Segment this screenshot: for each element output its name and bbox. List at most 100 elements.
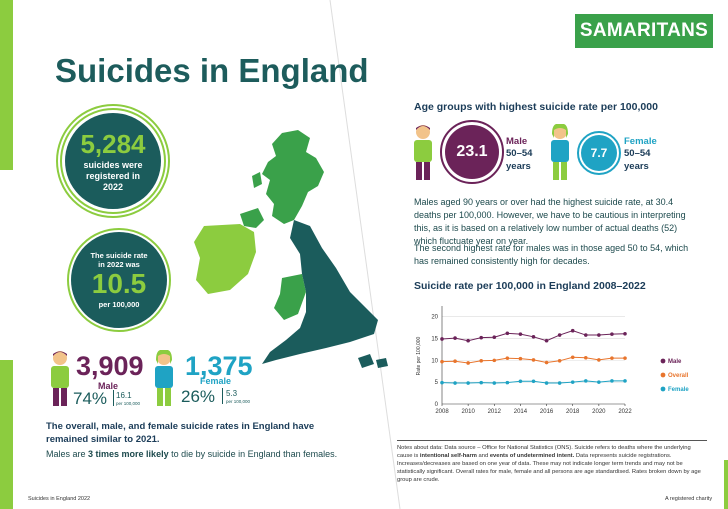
decorative-bar-top: [0, 0, 13, 170]
y-tick-label: 5: [435, 380, 439, 386]
data-point-overall: [479, 359, 484, 363]
data-point-male: [453, 336, 457, 340]
data-point-female: [597, 380, 601, 384]
data-point-male: [610, 332, 614, 336]
data-point-female: [570, 380, 575, 384]
x-tick-label: 2012: [488, 409, 502, 415]
data-point-male: [518, 332, 523, 336]
male-age-years: years: [506, 160, 531, 172]
decorative-ring: [440, 120, 504, 184]
notes-prefix: Notes about data: Data source – Office f…: [397, 445, 691, 460]
x-tick-label: 2018: [566, 409, 580, 415]
data-point-overall: [466, 361, 470, 365]
female-count: 1,375: [185, 351, 253, 381]
female-age-label: Female: [624, 136, 657, 147]
x-tick-label: 2014: [514, 409, 528, 415]
data-point-overall: [440, 359, 444, 364]
data-point-overall: [453, 359, 457, 364]
data-point-overall: [583, 355, 588, 360]
rate-line1: The suicide rate: [90, 250, 148, 260]
data-point-female: [479, 380, 484, 385]
x-tick-label: 2016: [540, 409, 554, 415]
data-point-female: [623, 379, 627, 383]
y-tick-label: 10: [431, 358, 438, 364]
data-point-male: [479, 335, 484, 340]
summary-males-suffix: to die by suicide in England than female…: [168, 449, 338, 459]
x-tick-label: 2022: [618, 409, 632, 415]
footer-right: A registered charity: [665, 496, 713, 502]
data-point-female: [440, 380, 444, 385]
data-point-male: [492, 335, 497, 340]
summary-bold-text: The overall, male, and female suicide ra…: [46, 421, 315, 446]
samaritans-logo[interactable]: SAMARITANS: [575, 14, 713, 48]
summary-males-text: Males are 3 times more likely to die by …: [46, 448, 346, 461]
decorative-ring: [60, 108, 166, 214]
legend-label-male: Male: [668, 359, 682, 365]
data-point-female: [544, 381, 549, 385]
registered-suicides-circle: 5,284 suicides were registered in 2022: [65, 113, 161, 209]
legend-label-female: Female: [668, 387, 689, 393]
data-point-male: [466, 338, 470, 343]
data-point-male: [505, 331, 510, 336]
male-count: 3,909: [76, 351, 144, 381]
y-tick-label: 20: [431, 315, 438, 321]
male-label: Male: [98, 381, 119, 391]
male-age-range: 50–54: [506, 148, 533, 160]
decorative-ring: [56, 104, 170, 218]
female-rate: 5.3: [226, 389, 238, 398]
legend-marker-female: [660, 386, 666, 392]
data-point-female: [453, 381, 457, 385]
age-groups-paragraph-2: The second highest rate for males was in…: [414, 243, 689, 267]
decorative-ring: [67, 228, 171, 332]
summary-males-bold: 3 times more likely: [88, 449, 169, 459]
legend-marker-male: [660, 358, 666, 364]
legend-marker-overall: [660, 372, 666, 378]
data-point-overall: [610, 356, 614, 360]
data-point-overall: [597, 358, 601, 362]
decorative-ring: [577, 131, 621, 175]
registered-text-line2: registered in: [85, 170, 141, 181]
rate-value: 10.5: [91, 268, 147, 300]
registered-text-line3: 2022: [102, 182, 124, 193]
male-age-rate: 23.1: [445, 125, 499, 179]
male-age-person-icon: [414, 125, 432, 180]
female-age-range: 50–54: [624, 148, 651, 160]
data-point-female: [557, 381, 562, 385]
data-point-overall: [557, 359, 562, 363]
female-age-block: Female 50–54 years: [624, 136, 657, 173]
y-tick-label: 0: [435, 402, 439, 408]
male-person-icon: [51, 351, 69, 406]
x-tick-label: 2008: [435, 409, 449, 415]
notes-mid: and: [476, 453, 490, 460]
notes-bold-2: events of undetermined intent.: [489, 453, 575, 460]
data-point-male: [440, 337, 444, 341]
data-point-male: [557, 333, 562, 337]
notes-suffix: Data represents suicide registrations. I…: [397, 453, 701, 484]
data-point-female: [492, 381, 497, 385]
male-percent: 74%: [73, 389, 108, 408]
x-tick-label: 2020: [592, 409, 606, 415]
data-point-female: [518, 379, 523, 384]
rate-unit: per 100,000: [98, 300, 140, 310]
data-point-female: [505, 380, 510, 385]
decorative-bar-bottom: [0, 360, 13, 509]
legend-label-overall: Overall: [668, 373, 689, 379]
chart-title: Suicide rate per 100,000 in England 2008…: [414, 280, 646, 292]
data-point-male: [531, 335, 536, 339]
x-tick-label: 2010: [461, 409, 475, 415]
y-axis-label: Rate per 100,000: [416, 336, 422, 375]
data-point-overall: [505, 356, 510, 360]
age-groups-heading: Age groups with highest suicide rate per…: [414, 101, 658, 113]
data-point-female: [583, 379, 588, 383]
y-tick-label: 15: [431, 337, 438, 343]
age-groups-paragraph-1: Males aged 90 years or over had the high…: [414, 197, 686, 247]
female-rate-unit: per 100,000: [226, 399, 251, 404]
data-point-overall: [518, 356, 523, 361]
suicide-rate-circle: The suicide rate in 2022 was 10.5 per 10…: [71, 232, 167, 328]
female-person-icon: [155, 350, 173, 406]
decorative-bar-right: [724, 460, 728, 509]
male-age-block: Male 50–54 years: [506, 136, 532, 173]
rate-line2: in 2022 was: [98, 259, 140, 269]
data-point-female: [466, 381, 470, 385]
notes-bold-1: intentional self-harm: [419, 453, 477, 460]
